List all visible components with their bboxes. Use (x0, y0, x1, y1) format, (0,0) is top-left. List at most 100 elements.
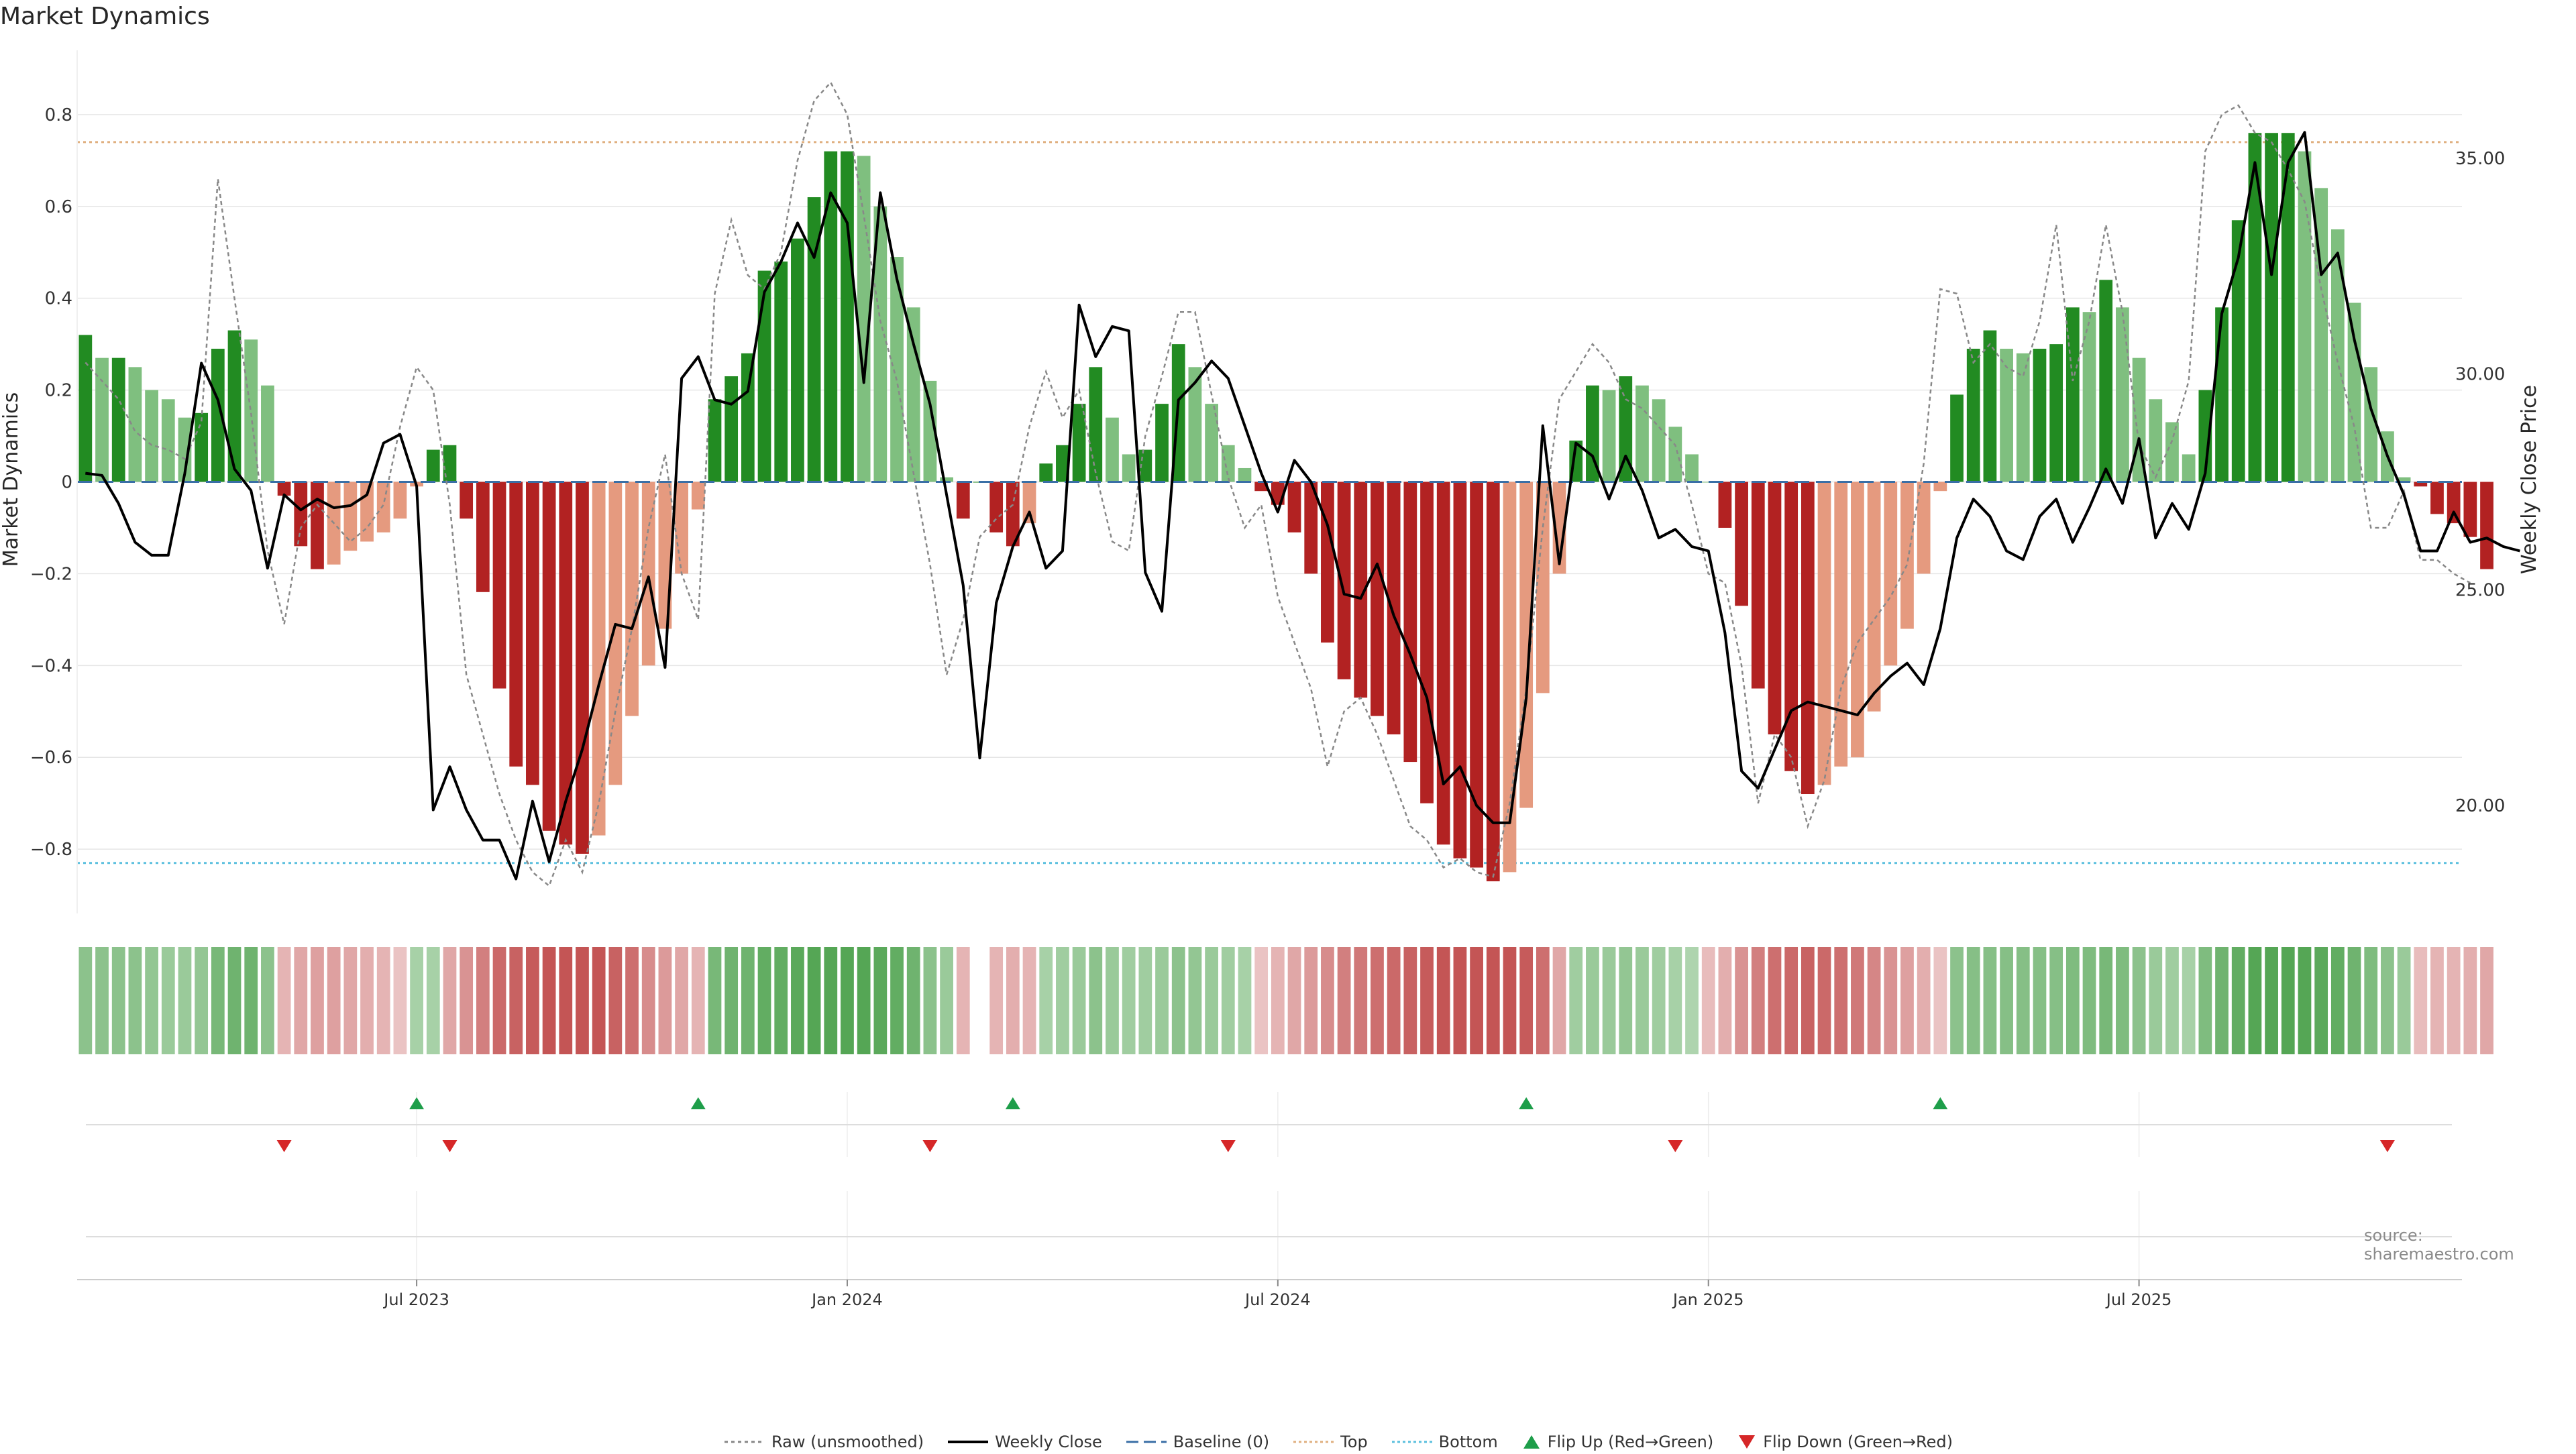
regime-cell (1221, 947, 1235, 1054)
chart-legend: Raw (unsmoothed) Weekly Close Baseline (… (724, 1430, 1953, 1454)
momentum-bar (1983, 330, 1997, 482)
momentum-bar (2397, 477, 2411, 482)
momentum-bar (641, 482, 655, 666)
regime-cell (2198, 947, 2212, 1054)
momentum-bar (95, 357, 109, 482)
regime-cell (393, 947, 407, 1054)
momentum-bar (757, 270, 771, 482)
regime-cell (757, 947, 771, 1054)
momentum-bar (791, 238, 804, 482)
regime-cell (1470, 947, 1483, 1054)
momentum-bar (343, 482, 358, 551)
regime-cell (1271, 947, 1285, 1054)
momentum-bar (592, 482, 606, 836)
momentum-bar (294, 482, 308, 547)
regime-cell (2298, 947, 2312, 1054)
regime-cell (1188, 947, 1202, 1054)
regime-cell (1851, 947, 1864, 1054)
momentum-bar (708, 399, 722, 482)
momentum-bar (724, 376, 739, 482)
regime-cell (426, 947, 440, 1054)
regime-cell (2330, 947, 2345, 1054)
momentum-bar (906, 307, 920, 482)
momentum-bar (128, 367, 142, 482)
regime-cell (1321, 947, 1334, 1054)
legend-flip-down-icon (1739, 1435, 1756, 1449)
momentum-bar (741, 353, 755, 482)
momentum-bar (1668, 427, 1682, 482)
momentum-bar (1966, 348, 1980, 482)
legend-close-swatch (948, 1441, 989, 1443)
momentum-bar (1619, 376, 1633, 482)
regime-cell (2447, 947, 2461, 1054)
regime-cell (2265, 947, 2278, 1054)
momentum-bar (1685, 454, 1699, 482)
momentum-bar (1950, 394, 1964, 482)
regime-cell (2480, 947, 2493, 1054)
regime-cell (1238, 947, 1252, 1054)
regime-cell (1917, 947, 1931, 1054)
momentum-bar (1900, 482, 1914, 629)
momentum-bar (1403, 482, 1417, 763)
momentum-bar (675, 482, 688, 574)
flip-down-marker (1220, 1140, 1236, 1152)
regime-cell (1784, 947, 1799, 1054)
momentum-bar (1221, 445, 1235, 482)
regime-cell (2182, 947, 2196, 1054)
regime-cell (2347, 947, 2361, 1054)
momentum-bar (1503, 482, 1517, 873)
momentum-bar (277, 482, 291, 496)
regime-cell (327, 947, 341, 1054)
regime-cell (592, 947, 606, 1054)
chart-title: Market Dynamics (0, 3, 210, 30)
momentum-bar (460, 482, 474, 519)
regime-cell (1569, 947, 1583, 1054)
momentum-bar (2298, 151, 2312, 482)
momentum-bar (2000, 348, 2013, 482)
momentum-bar (2215, 307, 2229, 482)
momentum-bar (2049, 344, 2063, 482)
regime-cell (1254, 947, 1269, 1054)
momentum-bar (774, 261, 788, 482)
regime-cell (2248, 947, 2262, 1054)
momentum-bar (1917, 482, 1931, 574)
regime-cell (2000, 947, 2013, 1054)
regime-cell (1900, 947, 1914, 1054)
regime-cell (1751, 947, 1765, 1054)
regime-cell (261, 947, 274, 1054)
momentum-bar (2430, 482, 2444, 514)
regime-cell (2065, 947, 2080, 1054)
momentum-bar (1817, 482, 1831, 785)
regime-cell (1867, 947, 1881, 1054)
momentum-bar (940, 477, 953, 482)
momentum-bar (1056, 445, 1069, 482)
momentum-bar (824, 151, 838, 482)
momentum-bar (1519, 482, 1534, 808)
regime-cell (95, 947, 109, 1054)
momentum-bar (311, 482, 324, 569)
momentum-bar (1851, 482, 1864, 758)
legend-raw-swatch (724, 1441, 765, 1443)
regime-cell (1171, 947, 1185, 1054)
regime-cell (2364, 947, 2378, 1054)
legend-top-label: Top (1340, 1433, 1368, 1451)
y2-tick-label: 30.00 (2455, 365, 2505, 385)
regime-cell (111, 947, 125, 1054)
legend-bottom-label: Bottom (1438, 1433, 1498, 1451)
regime-cell (1586, 947, 1599, 1054)
regime-cell (211, 947, 225, 1054)
regime-cell (376, 947, 390, 1054)
regime-cell (1685, 947, 1699, 1054)
momentum-bar (1586, 385, 1599, 482)
legend-item-flip-up: Flip Up (Red→Green) (1522, 1433, 1713, 1451)
regime-cell (311, 947, 324, 1054)
regime-cell (195, 947, 209, 1054)
regime-cell (2414, 947, 2428, 1054)
regime-cell (841, 947, 854, 1054)
regime-cell (1602, 947, 1616, 1054)
momentum-bar (2314, 188, 2328, 482)
y2-tick-label: 25.00 (2455, 580, 2505, 600)
regime-cell (1486, 947, 1500, 1054)
momentum-bar (2033, 348, 2047, 482)
regime-cell (2132, 947, 2146, 1054)
